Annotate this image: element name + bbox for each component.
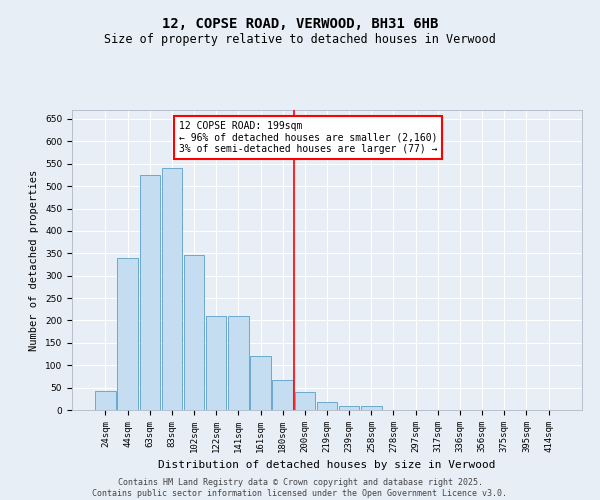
Bar	[317, 402, 337, 410]
Bar	[272, 380, 293, 410]
Bar	[95, 391, 116, 410]
Bar	[339, 406, 359, 410]
Text: 12 COPSE ROAD: 199sqm
← 96% of detached houses are smaller (2,160)
3% of semi-de: 12 COPSE ROAD: 199sqm ← 96% of detached …	[179, 121, 437, 154]
Y-axis label: Number of detached properties: Number of detached properties	[29, 170, 40, 350]
Text: Size of property relative to detached houses in Verwood: Size of property relative to detached ho…	[104, 32, 496, 46]
Bar	[140, 176, 160, 410]
Bar	[206, 316, 226, 410]
Bar	[161, 168, 182, 410]
Bar	[361, 406, 382, 410]
Text: Contains HM Land Registry data © Crown copyright and database right 2025.
Contai: Contains HM Land Registry data © Crown c…	[92, 478, 508, 498]
Bar	[184, 254, 204, 410]
Bar	[118, 258, 138, 410]
Bar	[295, 392, 315, 410]
Bar	[250, 356, 271, 410]
X-axis label: Distribution of detached houses by size in Verwood: Distribution of detached houses by size …	[158, 460, 496, 470]
Bar	[228, 316, 248, 410]
Text: 12, COPSE ROAD, VERWOOD, BH31 6HB: 12, COPSE ROAD, VERWOOD, BH31 6HB	[162, 18, 438, 32]
